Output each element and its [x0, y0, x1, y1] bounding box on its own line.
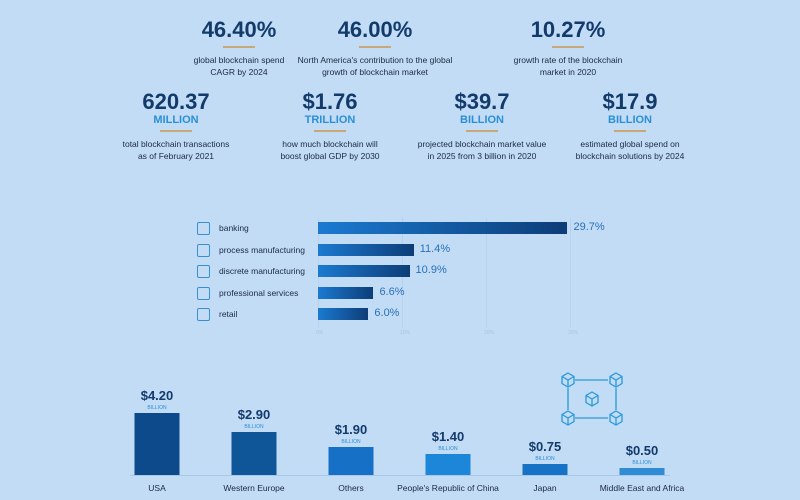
bar-value-label: 11.4%	[419, 242, 451, 255]
bar-unit: BILLION	[147, 405, 167, 411]
bar-category-label: process manufacturing	[219, 244, 305, 255]
stat-top: 46.00% North America's contribution to th…	[280, 18, 470, 78]
bar-value-label: $2.90 BILLION	[238, 408, 271, 434]
stat-bottom: 620.37 MILLION total blockchain transactio…	[81, 90, 271, 162]
register-icon	[197, 308, 210, 321]
stat-bottom: $17.9 BILLION estimated global spend on blo…	[535, 90, 725, 162]
bar[interactable]	[318, 286, 374, 299]
bar-value-label: 6.0%	[374, 307, 400, 319]
x-tick-label: 20%	[484, 330, 495, 336]
bar-value: $2.90	[237, 407, 271, 423]
bar-category-label: Western Europe	[223, 483, 285, 493]
grid-line	[486, 218, 487, 328]
bank-icon	[197, 222, 210, 235]
stat-value: 10.27%	[530, 17, 606, 42]
x-tick-label: 10%	[400, 330, 411, 336]
bar-category-label: USA	[148, 483, 166, 493]
stat-desc: blockchain solutions by 2024	[575, 151, 685, 161]
x-tick-label: 30%	[568, 330, 579, 336]
blockchain-network-icon	[561, 372, 623, 426]
bar-category-label: People's Republic of China	[397, 483, 499, 493]
stat-top: 10.27% growth rate of the blockchain marke…	[473, 18, 663, 78]
stat-unit: BILLION	[608, 114, 652, 126]
bar-category-label: Japan	[533, 483, 557, 493]
stat-top: 46.40% global blockchain spend CAGR by 202…	[144, 18, 334, 78]
bar-value-label: 29.7%	[573, 221, 605, 233]
stat-desc: estimated global spend on	[580, 139, 680, 149]
bar[interactable]	[318, 308, 369, 320]
bar[interactable]	[425, 454, 471, 475]
stat-value: $17.9	[602, 89, 658, 114]
bar-category-label: Middle East and Africa	[599, 483, 685, 493]
factory-icon	[197, 243, 210, 257]
stat-divider	[359, 46, 391, 48]
bar[interactable]	[318, 243, 414, 256]
bar-unit: BILLION	[244, 424, 264, 431]
stat-divider	[466, 130, 498, 132]
bar-value-label: 10.9%	[415, 264, 447, 276]
bar-value-label: $1.90 BILLION	[335, 423, 368, 449]
stat-desc: global blockchain spend	[193, 55, 285, 65]
stat-value: 620.37	[142, 89, 210, 114]
bar-category-label: discrete manufacturing	[219, 266, 305, 276]
assembly-icon	[197, 265, 210, 278]
stat-unit: BILLION	[460, 114, 504, 126]
bar[interactable]	[522, 463, 568, 475]
stat-desc: total blockchain transactions	[122, 139, 230, 149]
bar-category-label: banking	[219, 223, 249, 233]
stat-divider	[552, 46, 584, 48]
stat-divider	[614, 130, 646, 132]
stat-bottom: $39.7 BILLION projected blockchain market …	[387, 90, 577, 162]
stat-divider	[314, 130, 346, 132]
bar-value-label: 6.6%	[379, 285, 405, 298]
bar-category-label: retail	[219, 309, 238, 319]
bar-value-label: $0.75 BILLION	[529, 440, 562, 466]
stat-value: $1.76	[302, 89, 358, 114]
stat-desc: in 2025 from 3 billion in 2020	[427, 151, 537, 161]
bar-value-label: $4.20 BILLION	[141, 389, 174, 415]
bar-unit: BILLION	[535, 455, 555, 462]
stat-unit: TRILLION	[304, 114, 356, 126]
bar-value: $1.90	[334, 421, 368, 437]
stat-desc: how much blockchain will	[282, 139, 378, 149]
stat-value: $39.7	[454, 89, 510, 114]
stat-desc: as of February 2021	[137, 151, 215, 161]
stat-bottom: $1.76 TRILLION how much blockchain will boo…	[235, 90, 425, 162]
bar-value: $1.40	[431, 429, 465, 445]
bar[interactable]	[231, 432, 277, 475]
x-tick-label: 0%	[316, 330, 324, 336]
stat-divider	[160, 130, 192, 132]
stat-divider	[223, 46, 255, 48]
bar-category-label: Others	[338, 483, 364, 493]
bar[interactable]	[619, 467, 665, 475]
bar-value: $4.20	[140, 388, 174, 403]
stat-desc: boost global GDP by 2030	[280, 151, 380, 161]
stat-desc: market in 2020	[539, 67, 597, 77]
stat-value: 46.40%	[201, 17, 277, 42]
bar-category-label: professional services	[219, 287, 299, 298]
bar[interactable]	[134, 413, 180, 475]
stat-value: 46.00%	[337, 17, 413, 42]
bar-value-label: $1.40 BILLION	[432, 430, 465, 456]
bar[interactable]	[328, 446, 374, 475]
bar[interactable]	[318, 222, 568, 234]
stat-desc: growth of blockchain market	[322, 67, 428, 77]
bar-value: $0.50	[625, 442, 659, 458]
baseline	[130, 475, 670, 476]
bar-value-label: $0.50 BILLION	[626, 444, 659, 470]
bar-value: $0.75	[528, 438, 562, 454]
stat-desc: CAGR by 2024	[210, 67, 268, 77]
stat-desc: projected blockchain market value	[417, 139, 547, 149]
gears-icon	[197, 286, 210, 300]
bar-unit: BILLION	[341, 438, 361, 445]
stat-desc: North America's contribution to the glob…	[297, 55, 453, 65]
stat-desc: growth rate of the blockchain	[513, 55, 623, 65]
bar-unit: BILLION	[632, 459, 652, 466]
bar-unit: BILLION	[438, 446, 458, 453]
bar[interactable]	[318, 265, 410, 277]
grid-line	[570, 218, 571, 328]
stat-unit: MILLION	[153, 114, 199, 126]
